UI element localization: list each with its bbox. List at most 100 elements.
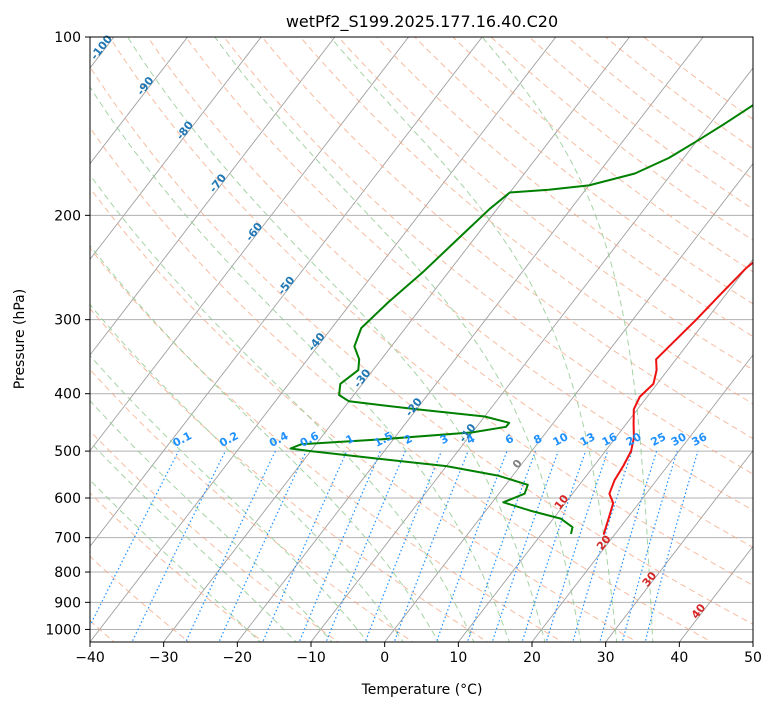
isotherm-line xyxy=(90,37,336,356)
mixing-ratio-label: 13 xyxy=(578,430,598,449)
mixing-ratio-label: 16 xyxy=(600,430,620,449)
moist-adiabat xyxy=(90,174,475,642)
dry-adiabat xyxy=(90,126,713,642)
x-tick-label: −20 xyxy=(223,650,253,666)
moist-adiabat xyxy=(90,244,440,642)
isotherm-line xyxy=(90,37,262,261)
plot-area xyxy=(90,37,753,642)
x-tick-label: 20 xyxy=(523,650,541,666)
mixing-ratio-label: 0.2 xyxy=(217,429,240,450)
mixing-ratio-line xyxy=(364,450,443,642)
mixing-ratio-line xyxy=(262,450,348,642)
dry-adiabat xyxy=(185,37,753,511)
x-tick-label: −40 xyxy=(75,650,105,666)
isotherm-line xyxy=(752,641,753,642)
mixing-ratio-label: 8 xyxy=(531,432,544,447)
dry-adiabat xyxy=(337,37,753,371)
isotherm-label: -50 xyxy=(275,274,298,298)
mixing-ratio-label: 20 xyxy=(624,430,644,449)
mixing-ratio-label: 0.6 xyxy=(298,429,322,450)
mixing-ratio-line xyxy=(131,450,226,642)
x-tick-label: 10 xyxy=(449,650,467,666)
moist-adiabat xyxy=(90,400,333,642)
isotherm-label: 20 xyxy=(594,532,614,552)
isotherm-label: 10 xyxy=(552,492,572,512)
moist-adiabat xyxy=(214,37,582,642)
dry-adiabat xyxy=(90,247,564,642)
moist-adiabat xyxy=(481,37,654,642)
dry-adiabat xyxy=(90,368,414,642)
isotherm-line xyxy=(605,449,753,642)
isotherm-line xyxy=(384,162,753,642)
y-tick-label: 900 xyxy=(54,595,81,611)
mixing-ratio-label: 6 xyxy=(503,432,516,447)
mixing-ratio-line xyxy=(521,450,587,642)
moist-adiabat xyxy=(90,86,510,642)
isotherm-line xyxy=(90,37,557,642)
isotherm-line xyxy=(90,37,483,548)
isotherm-label: -80 xyxy=(174,118,197,142)
y-tick-label: 700 xyxy=(54,531,81,547)
mixing-ratio-line xyxy=(621,450,678,642)
moist-adiabat xyxy=(90,354,369,642)
mixing-ratio-label: 30 xyxy=(669,430,689,449)
moist-adiabat xyxy=(90,303,404,642)
y-tick-label: 1000 xyxy=(45,622,81,638)
dry-adiabat xyxy=(90,307,489,642)
dry-adiabat xyxy=(90,187,639,642)
mixing-ratio-line xyxy=(491,450,559,642)
mixing-ratio-label: 36 xyxy=(690,430,710,449)
axis-ticks: −40 −30 −20 −10 0 10 20 30 40 5010020030040050060… xyxy=(45,30,762,666)
mixing-ratio-line xyxy=(466,450,537,642)
isotherm-label: -90 xyxy=(134,74,157,98)
mixing-ratio-line xyxy=(298,450,382,642)
mixing-ratio-line xyxy=(572,450,633,642)
mixing-ratio-label: 0.4 xyxy=(267,429,291,450)
y-tick-label: 100 xyxy=(54,30,81,46)
isotherm-label: -60 xyxy=(243,220,266,244)
dry-adiabat xyxy=(147,37,753,548)
isotherm-line xyxy=(678,545,753,642)
mixing-ratio-label: 0.1 xyxy=(171,429,194,450)
isotherm-line xyxy=(236,37,704,642)
x-tick-label: −10 xyxy=(296,650,326,666)
x-tick-label: 0 xyxy=(380,650,389,666)
mixing-ratio-label: 1 xyxy=(344,432,357,447)
x-tick-label: 40 xyxy=(670,650,688,666)
isotherm-line xyxy=(163,37,631,642)
dry-adiabat xyxy=(375,37,753,338)
dewpoint-profile xyxy=(289,104,753,535)
dry-adiabat xyxy=(90,66,753,625)
y-tick-label: 200 xyxy=(54,208,81,224)
dry-adiabat xyxy=(108,37,753,586)
mixing-ratio-line xyxy=(545,450,609,642)
dry-adiabat xyxy=(452,37,753,273)
moist-adiabat xyxy=(329,37,618,642)
y-tick-label: 800 xyxy=(54,565,81,581)
moist-adiabat xyxy=(90,441,297,642)
y-tick-label: 600 xyxy=(54,491,81,507)
isotherm-line xyxy=(310,67,753,642)
isotherm-label: -20 xyxy=(403,395,426,419)
mixing-ratio-line xyxy=(393,450,469,642)
isotherm-label: -70 xyxy=(207,171,230,195)
mixing-ratio-label: 25 xyxy=(649,430,669,449)
mixing-ratio-line xyxy=(185,450,276,642)
dry-adiabat xyxy=(90,492,265,642)
dry-adiabat xyxy=(566,37,753,180)
isotherm-label: 40 xyxy=(689,601,709,621)
isotherm-line xyxy=(457,258,753,642)
dry-adiabat xyxy=(90,555,190,642)
isotherm-label: -30 xyxy=(351,366,374,390)
mixing-ratio-label: 10 xyxy=(551,430,571,449)
y-tick-label: 300 xyxy=(54,313,81,329)
mixing-ratio-line xyxy=(644,450,699,642)
temperature-profile xyxy=(602,261,753,535)
chart-title: wetPf2_S199.2025.177.16.40.C20 xyxy=(286,12,558,32)
x-tick-label: −30 xyxy=(149,650,179,666)
dry-adiabat xyxy=(414,37,753,305)
dry-adiabat xyxy=(90,430,340,642)
x-tick-label: 30 xyxy=(597,650,615,666)
